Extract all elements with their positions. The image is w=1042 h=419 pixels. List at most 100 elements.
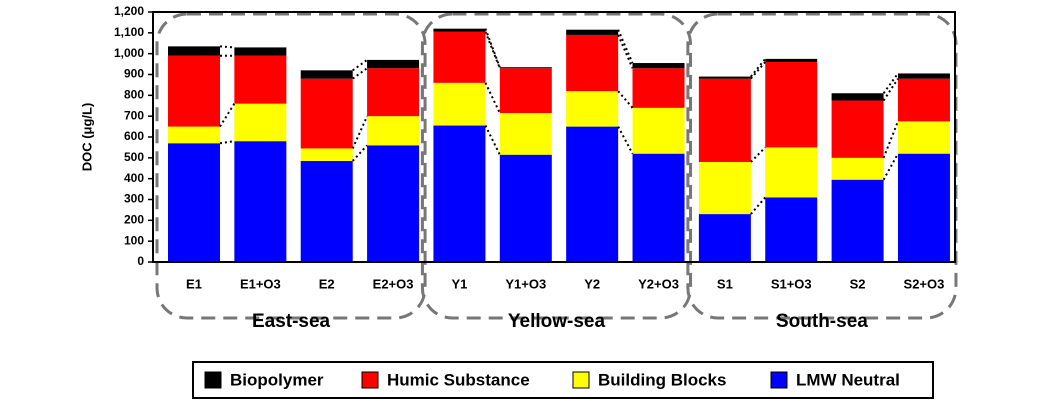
connector	[882, 121, 899, 159]
connector	[219, 140, 235, 145]
bar-segment	[698, 76, 751, 79]
x-tick-label: S1	[717, 276, 733, 291]
connector	[484, 125, 501, 156]
connector	[617, 126, 634, 155]
bar-segment	[765, 58, 818, 62]
bar-segment	[168, 55, 220, 127]
x-tick-label: Y1+O3	[505, 276, 546, 291]
connector	[617, 34, 634, 69]
bar-segment	[698, 78, 751, 162]
bar-segment	[234, 103, 287, 142]
bar-segment	[897, 73, 950, 79]
bar-segment	[765, 147, 818, 198]
bar-segment	[831, 157, 884, 180]
legend-label: Humic Substance	[387, 370, 530, 389]
legend-swatch	[572, 371, 590, 389]
bar-segment	[168, 143, 220, 262]
bar-segment	[632, 68, 685, 108]
connector	[219, 45, 235, 49]
legend-swatch	[361, 371, 379, 389]
connector	[882, 78, 899, 102]
bar-segment	[367, 59, 420, 69]
bar-segment	[566, 126, 619, 262]
bar-segment	[433, 31, 486, 83]
bar-segment	[632, 63, 685, 69]
x-tick-label: E1+O3	[240, 276, 281, 291]
group-frame	[155, 12, 427, 320]
group-label: South-sea	[776, 311, 868, 332]
y-tick-label: 0	[137, 254, 144, 268]
connector	[352, 67, 368, 80]
bar-segment	[831, 93, 884, 101]
bar-segment	[897, 153, 950, 262]
bar-segment	[433, 125, 486, 263]
bar-segment	[168, 126, 220, 144]
y-tick-label: 600	[124, 129, 144, 143]
bar-segment	[698, 214, 751, 262]
bar-segment	[234, 47, 287, 56]
bar-segment	[566, 34, 619, 92]
y-tick-label: 900	[124, 67, 144, 81]
bar-segment	[499, 68, 552, 114]
y-tick-label: 400	[124, 171, 144, 185]
legend-label: LMW Neutral	[796, 370, 900, 389]
bar-segment	[831, 100, 884, 158]
bar-segment	[632, 153, 685, 262]
group-label: Yellow-sea	[508, 311, 606, 332]
y-tick-label: 500	[124, 150, 144, 164]
connector	[617, 29, 634, 64]
connector	[750, 196, 766, 215]
connector	[484, 28, 501, 68]
bar-segment	[367, 116, 420, 146]
bar-segment	[234, 141, 287, 262]
y-tick-label: 200	[124, 213, 144, 227]
bar-segment	[367, 68, 420, 117]
bar-segment	[499, 67, 552, 69]
connector	[484, 31, 501, 69]
connector	[882, 153, 899, 181]
legend-label: Biopolymer	[230, 370, 324, 389]
bar-segment	[168, 46, 220, 56]
bar-segment	[831, 179, 884, 262]
bar-segment	[897, 121, 950, 154]
x-tick-label: Y1	[451, 276, 467, 291]
bar-segment	[698, 162, 751, 215]
y-tick-label: 800	[124, 88, 144, 102]
x-tick-label: S2+O3	[904, 276, 945, 291]
legend-swatch	[204, 371, 222, 389]
connector	[351, 144, 368, 162]
bar-segment	[300, 78, 353, 149]
legend-swatch	[770, 371, 788, 389]
group-frame	[420, 12, 693, 320]
bar-segment	[499, 113, 552, 155]
connector	[484, 82, 501, 114]
x-tick-label: Y2	[584, 276, 600, 291]
bar-segment	[300, 160, 353, 262]
connector	[617, 90, 634, 109]
bar-segment	[499, 154, 552, 262]
bar-segment	[765, 197, 818, 262]
bar-segment	[234, 55, 287, 104]
group-label: East-sea	[252, 311, 331, 332]
connector	[351, 115, 368, 149]
y-tick-label: 100	[124, 233, 144, 247]
y-tick-label: 700	[124, 108, 144, 122]
bar-segment	[433, 28, 486, 32]
y-tick-label: 300	[124, 192, 144, 206]
bar-segment	[566, 91, 619, 127]
bar-segment	[433, 82, 486, 126]
bar-segment	[566, 29, 619, 35]
connector	[219, 103, 236, 128]
y-tick-label: 1,000	[114, 46, 144, 60]
x-tick-label: Y2+O3	[638, 276, 679, 291]
y-tick-label: 1,200	[114, 4, 144, 18]
connector	[750, 61, 766, 80]
legend-box	[192, 361, 934, 399]
x-tick-label: S1+O3	[771, 276, 812, 291]
bar-segment	[300, 148, 353, 161]
y-axis-label: DOC (μg/L)	[79, 103, 94, 172]
x-tick-label: E2	[319, 276, 335, 291]
bar-segment	[765, 62, 818, 148]
bar-segment	[367, 145, 420, 262]
